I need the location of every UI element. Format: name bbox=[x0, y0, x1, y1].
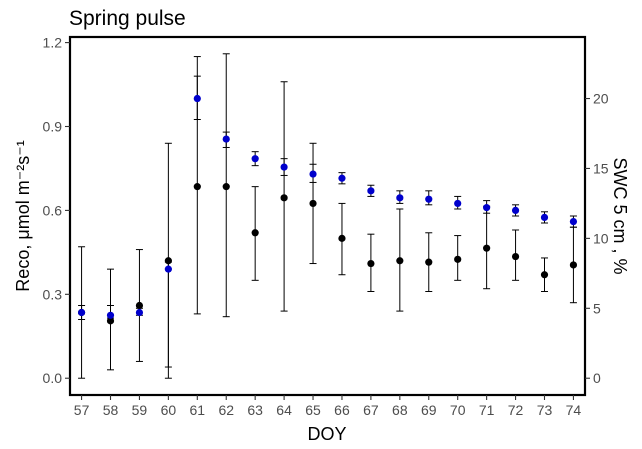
swc-point bbox=[164, 265, 172, 273]
y-right-tick-label: 20 bbox=[593, 91, 609, 107]
x-tick-label: 65 bbox=[305, 402, 321, 418]
reco-point bbox=[251, 229, 259, 237]
x-tick-label: 58 bbox=[103, 402, 119, 418]
x-tick-label: 69 bbox=[421, 402, 437, 418]
reco-point bbox=[135, 301, 144, 310]
swc-point bbox=[251, 155, 259, 163]
y-right-tick-label: 10 bbox=[593, 230, 609, 246]
x-tick-label: 57 bbox=[74, 402, 90, 418]
reco-point bbox=[106, 317, 115, 325]
reco-point bbox=[483, 244, 491, 252]
reco-point bbox=[425, 258, 433, 266]
swc-point bbox=[454, 199, 462, 208]
y-right-tick-label: 0 bbox=[593, 370, 601, 386]
chart-title: Spring pulse bbox=[69, 7, 186, 30]
x-tick-label: 64 bbox=[276, 402, 292, 418]
swc-point bbox=[77, 308, 86, 317]
swc-point bbox=[511, 206, 520, 215]
reco-point bbox=[280, 194, 288, 202]
x-tick-label: 71 bbox=[479, 402, 495, 418]
y-left-tick-label: 0.6 bbox=[43, 202, 63, 218]
swc-point bbox=[425, 195, 433, 203]
swc-point bbox=[106, 311, 115, 319]
x-tick-label: 73 bbox=[537, 402, 553, 418]
reco-point bbox=[540, 271, 549, 279]
x-tick-label: 59 bbox=[132, 402, 148, 418]
y-left-axis-title-group: Reco, μmol m⁻²s⁻¹ bbox=[13, 140, 33, 291]
y-right-tick-label: 15 bbox=[593, 160, 609, 176]
reco-point bbox=[454, 255, 462, 263]
reco-point bbox=[338, 234, 346, 242]
swc-point bbox=[309, 170, 317, 178]
swc-point bbox=[135, 308, 144, 317]
x-tick-label: 68 bbox=[392, 402, 408, 418]
swc-point bbox=[367, 187, 375, 195]
swc-point bbox=[540, 213, 549, 221]
x-tick-label: 63 bbox=[247, 402, 263, 418]
plot-area: 57 58 59 60 61 62 63 64 65 66 67 68 69 70 71 72 73 74 0.0 0… bbox=[43, 35, 609, 418]
x-tick-label: 66 bbox=[334, 402, 350, 418]
y-right-axis-title-group: SWC 5 cm , % bbox=[610, 157, 630, 274]
reco-point bbox=[396, 257, 404, 265]
y-left-tick-label: 1.2 bbox=[43, 35, 63, 51]
y-left-axis-title: Reco, μmol m⁻²s⁻¹ bbox=[13, 140, 33, 291]
reco-point bbox=[511, 252, 520, 261]
swc-point bbox=[338, 174, 346, 182]
x-tick-label: 61 bbox=[190, 402, 206, 418]
y-left-tick-label: 0.9 bbox=[43, 119, 63, 135]
reco-point bbox=[222, 183, 230, 191]
x-axis-title: DOY bbox=[307, 424, 346, 444]
x-tick-label: 62 bbox=[218, 402, 234, 418]
reco-point bbox=[164, 257, 172, 265]
swc-point bbox=[222, 135, 230, 143]
y-right-tick-label: 5 bbox=[593, 300, 601, 316]
x-tick-label: 72 bbox=[508, 402, 524, 418]
x-tick-label: 70 bbox=[450, 402, 466, 418]
swc-point bbox=[193, 94, 201, 103]
x-tick-label: 67 bbox=[363, 402, 379, 418]
reco-point bbox=[367, 259, 375, 268]
reco-point bbox=[309, 199, 317, 208]
reco-point bbox=[193, 183, 201, 191]
reco-point bbox=[569, 261, 578, 269]
plot-border bbox=[68, 35, 587, 397]
y-left-tick-label: 0.0 bbox=[43, 370, 63, 386]
swc-point bbox=[569, 217, 578, 226]
swc-point bbox=[280, 163, 288, 171]
swc-point bbox=[396, 194, 404, 202]
y-left-tick-label: 0.3 bbox=[43, 286, 63, 302]
x-tick-label: 60 bbox=[161, 402, 177, 418]
swc-point bbox=[483, 204, 491, 212]
y-right-axis-title: SWC 5 cm , % bbox=[610, 157, 630, 274]
x-tick-label: 74 bbox=[566, 402, 582, 418]
